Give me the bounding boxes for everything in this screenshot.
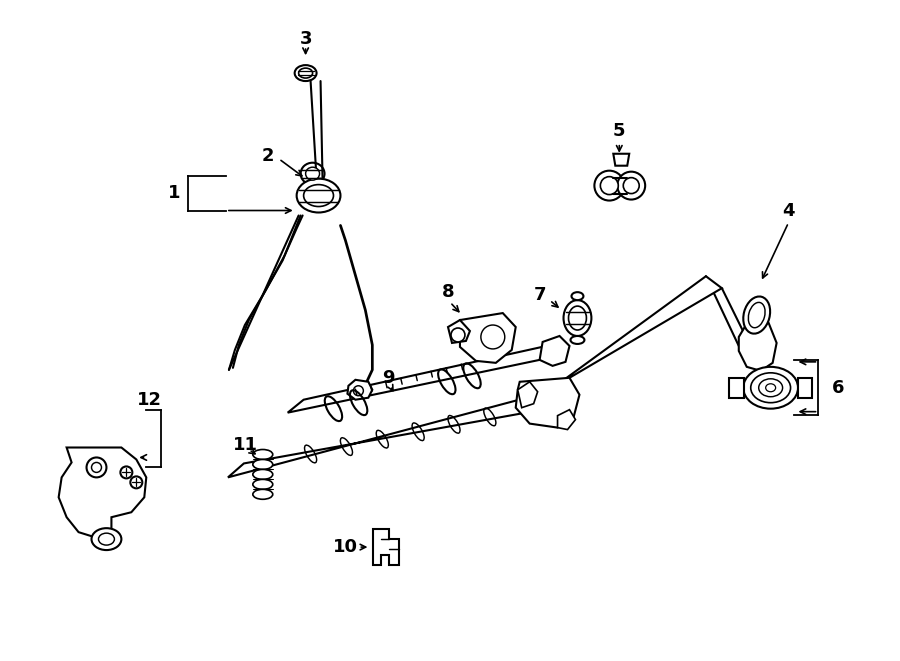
Text: 9: 9 <box>382 369 394 387</box>
Ellipse shape <box>98 533 114 545</box>
Ellipse shape <box>297 178 340 212</box>
Ellipse shape <box>306 167 319 180</box>
Ellipse shape <box>759 379 783 397</box>
Polygon shape <box>613 154 629 166</box>
Ellipse shape <box>748 302 765 328</box>
Circle shape <box>130 477 142 488</box>
Polygon shape <box>518 382 537 408</box>
Ellipse shape <box>253 469 273 479</box>
Text: 11: 11 <box>233 436 258 453</box>
Ellipse shape <box>571 336 584 344</box>
Text: 12: 12 <box>137 391 162 408</box>
Circle shape <box>86 457 106 477</box>
Circle shape <box>451 328 465 342</box>
Circle shape <box>354 386 364 396</box>
Polygon shape <box>347 380 373 400</box>
Ellipse shape <box>572 292 583 300</box>
Ellipse shape <box>294 65 317 81</box>
Text: 7: 7 <box>534 286 546 304</box>
Text: 6: 6 <box>832 379 844 397</box>
Ellipse shape <box>253 459 273 469</box>
Circle shape <box>121 467 132 479</box>
Text: 5: 5 <box>613 122 626 140</box>
Ellipse shape <box>253 479 273 489</box>
Polygon shape <box>288 344 555 412</box>
Text: 1: 1 <box>168 184 180 202</box>
Ellipse shape <box>600 176 618 194</box>
Ellipse shape <box>624 178 639 194</box>
Polygon shape <box>540 336 570 366</box>
Ellipse shape <box>253 489 273 499</box>
Text: 10: 10 <box>333 538 358 556</box>
Text: 3: 3 <box>300 30 312 48</box>
Polygon shape <box>536 276 722 400</box>
Ellipse shape <box>299 68 312 78</box>
Text: 8: 8 <box>442 283 454 301</box>
Ellipse shape <box>301 163 325 184</box>
Ellipse shape <box>766 384 776 392</box>
Circle shape <box>92 463 102 473</box>
Polygon shape <box>460 313 516 363</box>
Polygon shape <box>739 323 777 371</box>
Ellipse shape <box>563 300 591 336</box>
Ellipse shape <box>751 373 790 403</box>
Ellipse shape <box>569 306 587 330</box>
Polygon shape <box>729 378 743 398</box>
Polygon shape <box>374 529 400 565</box>
Ellipse shape <box>253 449 273 459</box>
Polygon shape <box>557 410 575 430</box>
Text: 2: 2 <box>262 147 274 165</box>
Text: 4: 4 <box>782 202 795 219</box>
Ellipse shape <box>92 528 122 550</box>
Circle shape <box>481 325 505 349</box>
Ellipse shape <box>743 367 798 408</box>
Ellipse shape <box>617 172 645 200</box>
Polygon shape <box>448 320 470 343</box>
Ellipse shape <box>303 184 334 206</box>
Polygon shape <box>228 398 543 477</box>
Polygon shape <box>58 447 147 537</box>
Polygon shape <box>516 378 580 428</box>
Ellipse shape <box>743 297 770 334</box>
Polygon shape <box>797 378 813 398</box>
Ellipse shape <box>594 171 625 200</box>
